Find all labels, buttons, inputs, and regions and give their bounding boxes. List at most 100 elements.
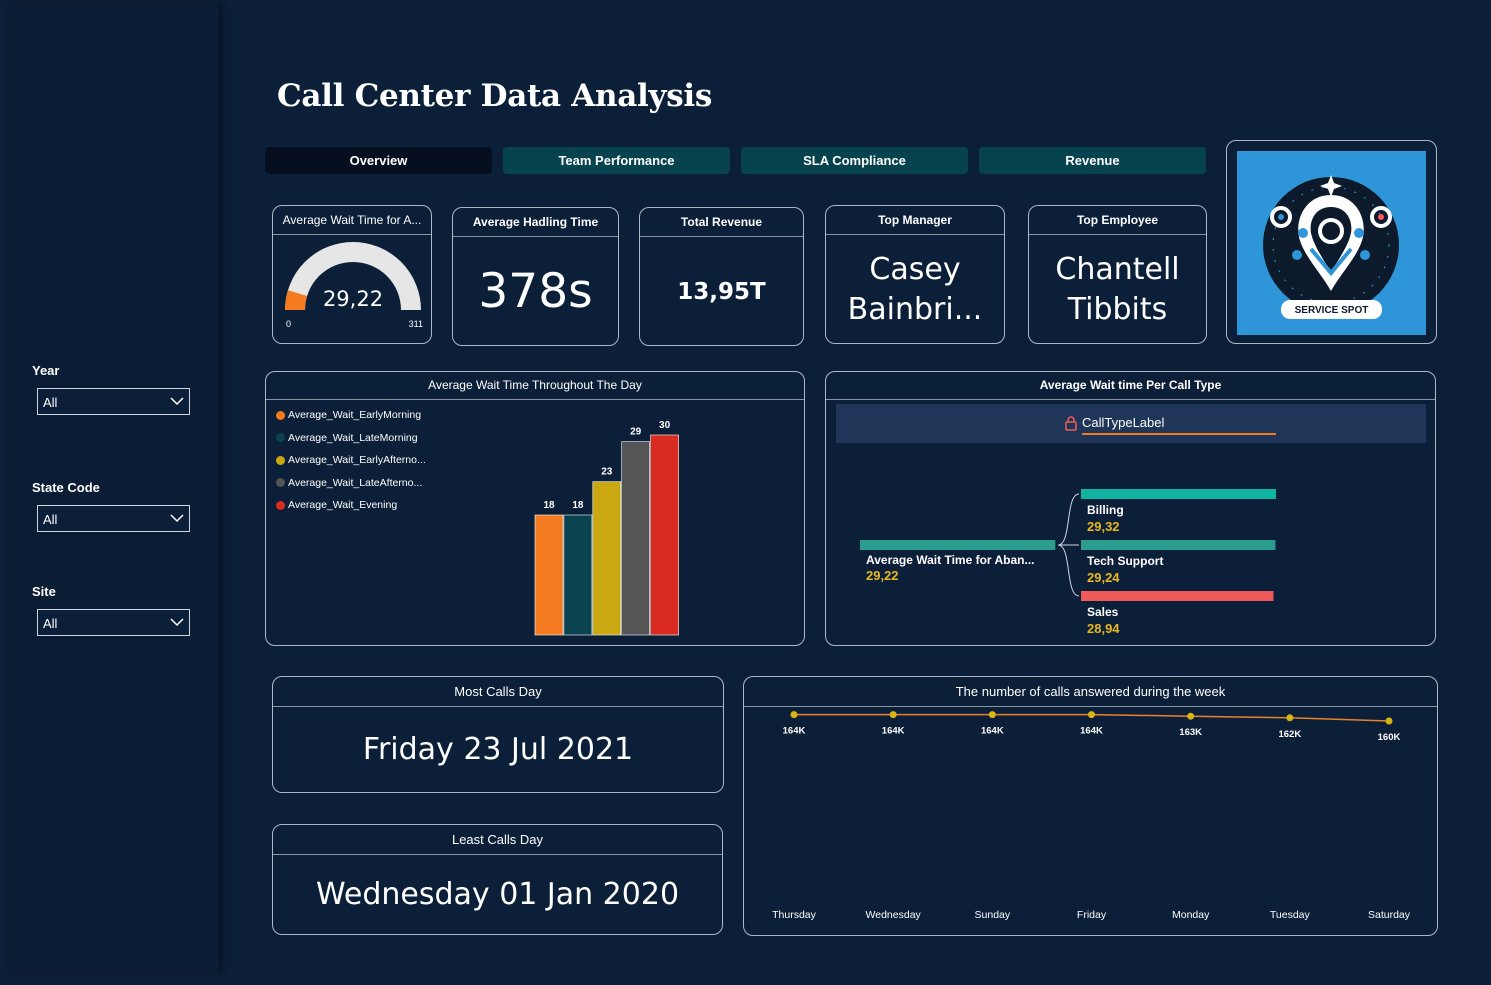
logo-card: SERVICE SPOT bbox=[1226, 140, 1437, 344]
least-calls-day-value: Wednesday 01 Jan 2020 bbox=[315, 877, 680, 912]
data-point[interactable] bbox=[988, 711, 996, 719]
top-employee-name-line1: Chantell bbox=[1055, 252, 1180, 287]
category-label: Tech Support bbox=[1087, 554, 1163, 568]
decomposition-header: CallTypeLabel bbox=[836, 404, 1426, 443]
legend-label: Average_Wait_LateAfterno... bbox=[288, 476, 423, 489]
data-point[interactable] bbox=[790, 711, 798, 719]
least-calls-day-card: Least Calls Day Wednesday 01 Jan 2020 bbox=[272, 824, 723, 935]
avg-handling-time-card: Average Hadling Time 378s bbox=[452, 207, 619, 346]
data-label: 164K bbox=[1080, 726, 1103, 737]
legend-swatch bbox=[276, 455, 285, 465]
chart-title: Average Wait time Per Call Type bbox=[826, 372, 1435, 400]
chevron-down-icon bbox=[170, 618, 184, 627]
page-title: Call Center Data Analysis bbox=[277, 78, 713, 114]
gauge-track bbox=[285, 242, 421, 311]
x-tick-label: Tuesday bbox=[1270, 909, 1311, 921]
site-dropdown-value: All bbox=[43, 616, 58, 631]
legend-label: Average_Wait_EarlyAfterno... bbox=[288, 454, 426, 467]
tab-sla-compliance[interactable]: SLA Compliance bbox=[741, 147, 968, 174]
data-label: 164K bbox=[981, 726, 1004, 737]
root-bar[interactable] bbox=[860, 540, 1056, 550]
gauge-fill bbox=[285, 290, 308, 311]
state-code-filter-label: State Code bbox=[32, 480, 100, 495]
data-label: 30 bbox=[659, 420, 671, 431]
legend-label: Average_Wait_Evening bbox=[288, 499, 398, 512]
top-manager-card: Top Manager Casey Bainbri... bbox=[825, 205, 1005, 344]
gauge-min-label: 0 bbox=[286, 319, 291, 329]
sparkle-icon bbox=[1320, 175, 1342, 197]
data-label: 164K bbox=[882, 726, 905, 737]
legend-item[interactable]: Average_Wait_LateAfterno... bbox=[276, 477, 422, 489]
legend-item[interactable]: Average_Wait_EarlyAfterno... bbox=[276, 454, 426, 466]
state-code-dropdown-value: All bbox=[43, 512, 58, 527]
year-filter-label: Year bbox=[32, 363, 60, 378]
handling-time-value: 378s bbox=[478, 264, 593, 319]
top-manager-name-line1: Casey bbox=[869, 252, 961, 287]
data-point[interactable] bbox=[889, 711, 897, 719]
data-label: 163K bbox=[1179, 727, 1202, 738]
data-label: 29 bbox=[630, 427, 642, 438]
data-point[interactable] bbox=[1385, 717, 1393, 725]
logo-text: SERVICE SPOT bbox=[1295, 305, 1369, 316]
year-dropdown[interactable]: All bbox=[37, 388, 190, 415]
bar[interactable] bbox=[621, 441, 651, 636]
decomposition-tree: Average Wait Time for Aban...29,22 Billin… bbox=[860, 489, 1276, 636]
bar[interactable] bbox=[650, 434, 679, 636]
service-spot-logo: SERVICE SPOT bbox=[1237, 151, 1426, 335]
site-filter-label: Site bbox=[32, 584, 56, 599]
legend-item[interactable]: Average_Wait_EarlyMorning bbox=[276, 409, 421, 421]
card-title: Top Manager bbox=[826, 206, 1004, 235]
chart-title: Average Wait Time Throughout The Day bbox=[266, 372, 804, 400]
data-label: 162K bbox=[1278, 729, 1301, 740]
category-label: Sales bbox=[1087, 605, 1119, 619]
bar[interactable] bbox=[534, 514, 564, 636]
bar[interactable] bbox=[592, 481, 622, 636]
tab-overview[interactable]: Overview bbox=[265, 147, 492, 174]
data-point[interactable] bbox=[1187, 712, 1195, 720]
gauge-max-label: 311 bbox=[409, 319, 423, 329]
legend-swatch bbox=[276, 433, 285, 443]
card-title: Total Revenue bbox=[640, 208, 803, 237]
category-value: 28,94 bbox=[1087, 621, 1120, 636]
wait-per-call-type-card: Average Wait time Per Call Type CallType… bbox=[825, 371, 1436, 646]
gauge-value: 29,22 bbox=[323, 287, 383, 311]
category-value: 29,24 bbox=[1087, 570, 1120, 585]
call-type-header-label[interactable]: CallTypeLabel bbox=[1082, 415, 1165, 430]
card-title: Top Employee bbox=[1029, 206, 1206, 235]
category-bar[interactable] bbox=[1081, 540, 1276, 550]
year-dropdown-value: All bbox=[43, 395, 58, 410]
total-revenue-card: Total Revenue 13,95T bbox=[639, 207, 804, 346]
wait-gauge: 29,22 0 311 bbox=[285, 242, 423, 329]
calls-per-weekday-chart-card: The number of calls answered during the … bbox=[743, 676, 1438, 936]
category-bar[interactable] bbox=[1081, 489, 1276, 499]
header-underline bbox=[1082, 433, 1276, 435]
category-bar[interactable] bbox=[1081, 591, 1274, 601]
tab-team-performance[interactable]: Team Performance bbox=[503, 147, 730, 174]
top-employee-card: Top Employee Chantell Tibbits bbox=[1028, 205, 1207, 344]
card-title: Average Wait Time for A... bbox=[273, 206, 431, 235]
legend-swatch bbox=[276, 500, 285, 510]
tab-revenue[interactable]: Revenue bbox=[979, 147, 1206, 174]
data-point[interactable] bbox=[1088, 711, 1095, 719]
total-revenue-value: 13,95T bbox=[677, 279, 766, 305]
top-employee-name-line2: Tibbits bbox=[1067, 292, 1168, 327]
x-tick-label: Saturday bbox=[1368, 909, 1411, 921]
data-point[interactable] bbox=[1286, 714, 1294, 722]
legend-label: Average_Wait_EarlyMorning bbox=[288, 409, 422, 421]
lock-icon bbox=[1065, 416, 1077, 431]
root-value: 29,22 bbox=[866, 568, 899, 583]
site-dropdown[interactable]: All bbox=[37, 609, 190, 636]
most-calls-day-card: Most Calls Day Friday 23 Jul 2021 bbox=[272, 676, 724, 793]
card-title: Average Hadling Time bbox=[453, 208, 618, 237]
card-title: Least Calls Day bbox=[273, 825, 722, 855]
state-code-dropdown[interactable]: All bbox=[37, 505, 190, 532]
legend-label: Average_Wait_LateMorning bbox=[288, 431, 418, 444]
root-label: Average Wait Time for Aban... bbox=[866, 553, 1034, 567]
weekday-line-chart: 164K Thursday 164K Wednesday 164K Sunday 164K F… bbox=[772, 711, 1411, 921]
legend-item[interactable]: Average_Wait_Evening bbox=[276, 499, 397, 511]
chevron-down-icon bbox=[170, 514, 184, 523]
bar[interactable] bbox=[563, 514, 593, 636]
legend-item[interactable]: Average_Wait_LateMorning bbox=[276, 432, 418, 444]
legend-swatch bbox=[276, 410, 285, 420]
most-calls-day-value: Friday 23 Jul 2021 bbox=[362, 732, 634, 767]
